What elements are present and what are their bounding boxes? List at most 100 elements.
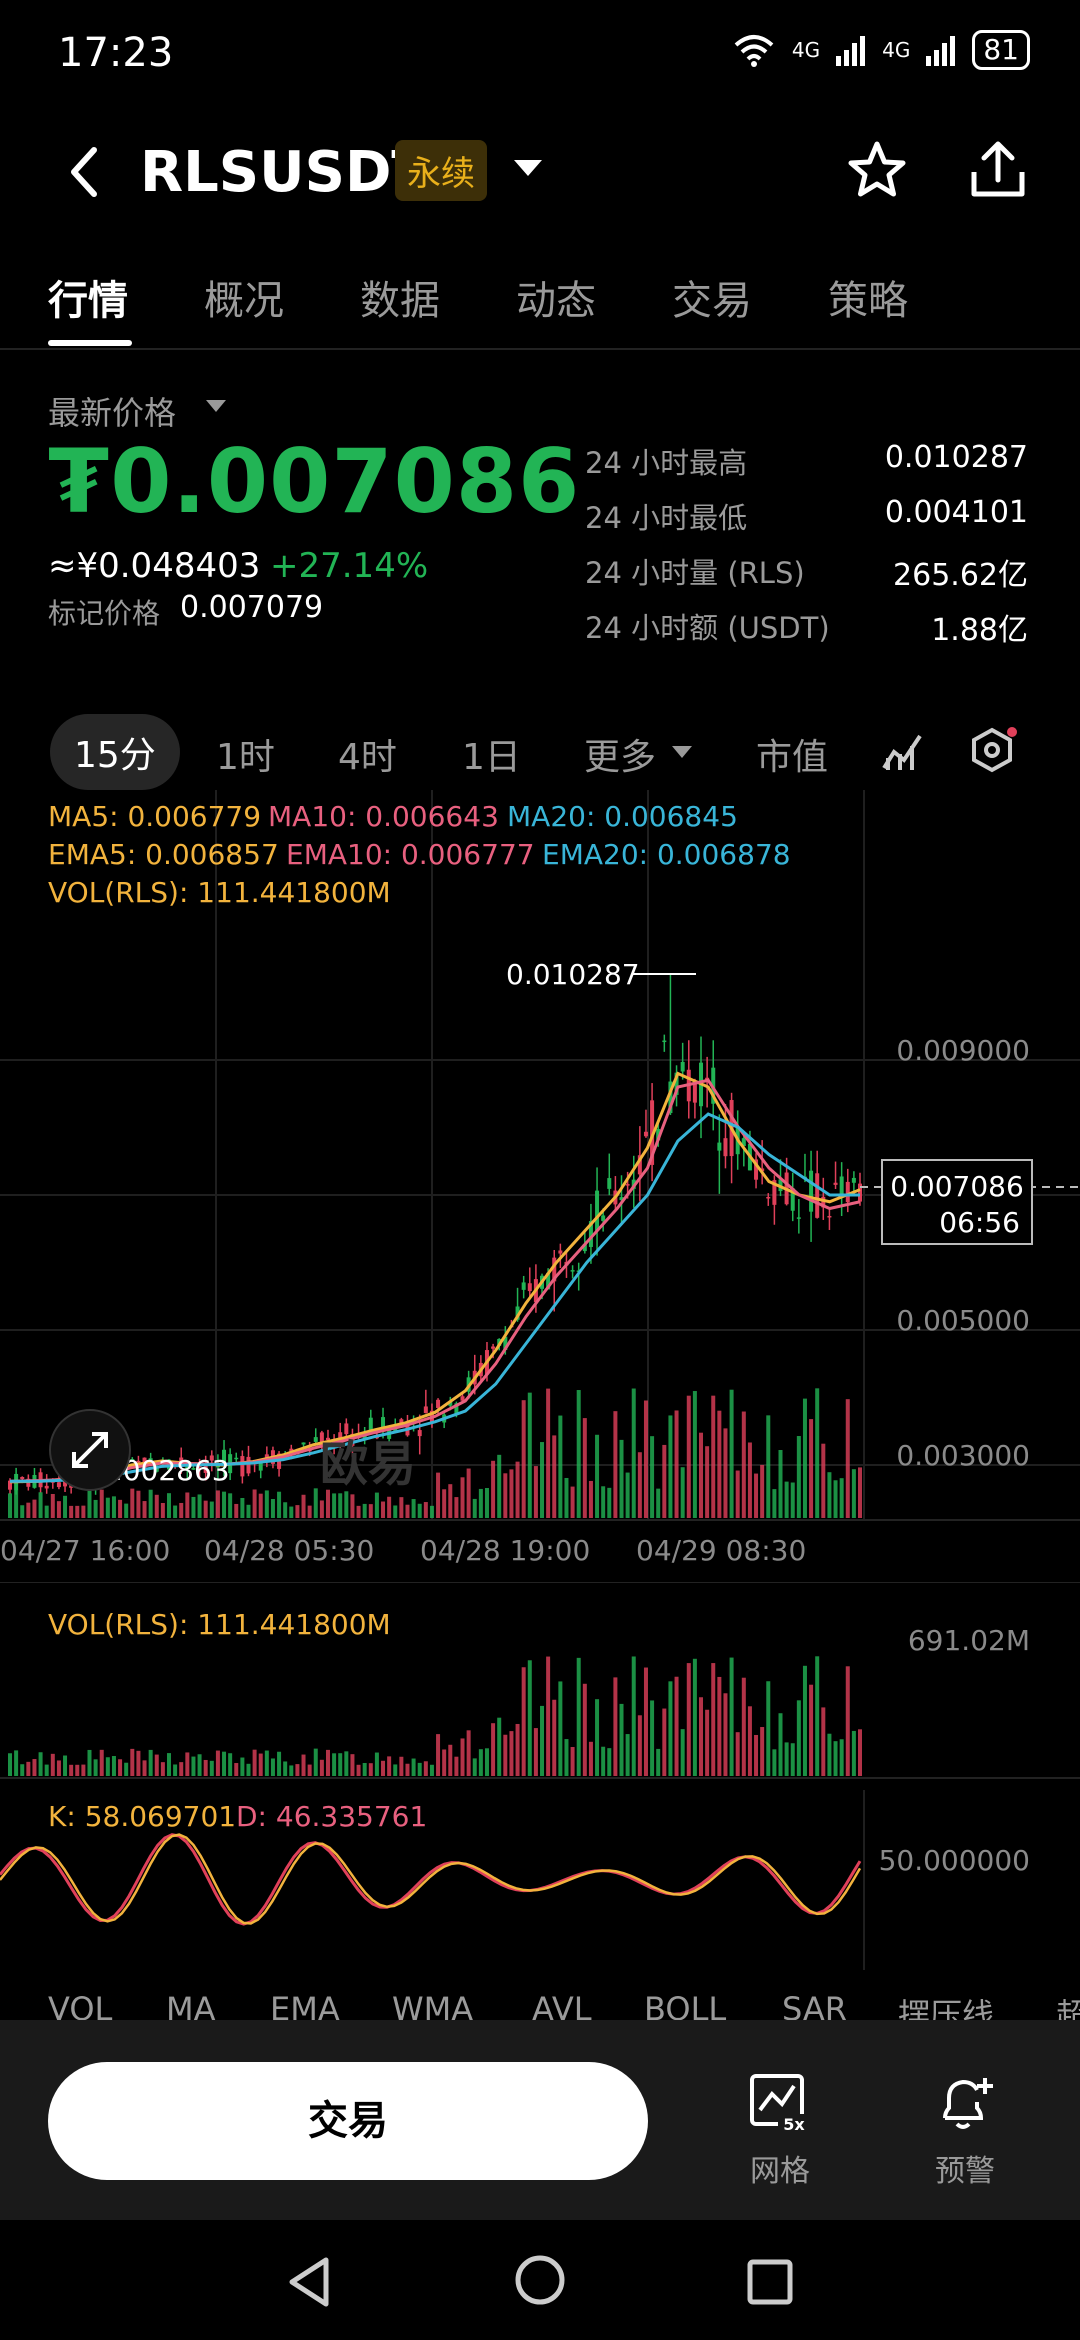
candle-body <box>570 1270 575 1272</box>
volume-bar <box>344 1491 349 1518</box>
kdj-panel[interactable]: K: 58.069701 D: 46.335761 50.000000 <box>0 1790 1080 1970</box>
candle-body <box>754 1159 759 1180</box>
indicator-tab-sar[interactable]: SAR <box>782 1990 848 2020</box>
candle-body <box>130 1459 135 1461</box>
more-caret-icon[interactable] <box>672 746 692 758</box>
volume-bar <box>209 1760 214 1776</box>
volume-bar <box>44 1764 49 1776</box>
interval-market-cap[interactable]: 市值 <box>756 737 829 778</box>
volume-bar <box>827 1472 832 1518</box>
interval-more[interactable]: 更多 <box>584 737 657 778</box>
grid-badge: 5x <box>783 2115 805 2134</box>
symbol-title[interactable]: RLSUSDT <box>140 140 430 205</box>
volume-bar <box>26 1502 31 1518</box>
indicator-tab-vol[interactable]: VOL <box>48 1990 113 2020</box>
volume-bar <box>607 1748 612 1776</box>
interval-4h[interactable]: 4时 <box>338 737 397 778</box>
volume-bar <box>460 1477 465 1518</box>
tab-news[interactable]: 动态 <box>516 278 596 324</box>
interval-1h[interactable]: 1时 <box>216 737 275 778</box>
volume-bar <box>717 1676 722 1776</box>
volume-bar <box>215 1750 220 1776</box>
nav-home-icon[interactable] <box>510 2250 570 2310</box>
symbol-dropdown-icon[interactable] <box>514 160 542 176</box>
nav-back-icon[interactable] <box>280 2252 340 2312</box>
volume-bar <box>833 1741 838 1776</box>
favorite-star-icon[interactable] <box>845 138 909 202</box>
volume-max-label: 691.02M <box>908 1624 1030 1657</box>
volume-bar <box>350 1494 355 1518</box>
indicator-tab-ema[interactable]: EMA <box>270 1990 340 2020</box>
volume-bar <box>338 1753 343 1776</box>
status-bar: 17:23 4G 4G 81 <box>0 0 1080 110</box>
volume-bar <box>99 1749 104 1776</box>
volume-bar <box>81 1764 86 1776</box>
latest-price-caret-icon[interactable] <box>206 400 226 412</box>
volume-bar <box>839 1739 844 1776</box>
candle-body <box>191 1468 196 1470</box>
interval-1d[interactable]: 1日 <box>462 737 521 778</box>
volume-label: VOL(RLS): 111.441800M <box>48 1608 391 1641</box>
tab-market[interactable]: 行情 <box>48 278 128 324</box>
volume-bar <box>491 1460 496 1518</box>
volume-bar <box>858 1467 862 1518</box>
tab-data[interactable]: 数据 <box>360 278 440 324</box>
volume-bar <box>14 1490 19 1518</box>
tab-overview[interactable]: 概况 <box>204 278 284 324</box>
share-icon[interactable] <box>966 138 1030 202</box>
chart-settings-icon[interactable] <box>970 726 1020 776</box>
candle-body <box>607 1178 612 1189</box>
indicator-tab-avl[interactable]: AVL <box>532 1990 592 2020</box>
indicator-tab-more[interactable]: 超 <box>1056 1996 1080 2020</box>
nav-recents-icon[interactable] <box>740 2252 800 2312</box>
tab-strategy[interactable]: 策略 <box>828 278 908 324</box>
trade-button[interactable]: 交易 <box>48 2062 648 2180</box>
volume-bar <box>26 1761 31 1776</box>
approx-cny-price: ≈¥0.048403 <box>48 546 261 586</box>
volume-bar <box>240 1497 245 1518</box>
volume-bar <box>686 1395 691 1518</box>
volume-bar <box>796 1436 801 1518</box>
expand-chart-button[interactable] <box>49 1409 131 1491</box>
alert-button[interactable]: 预警 <box>915 2072 1015 2190</box>
indicator-tab-pressure[interactable]: 摆压线 <box>898 1996 995 2020</box>
candle-body <box>772 1180 777 1205</box>
candle-body <box>154 1466 159 1472</box>
volume-bar <box>607 1487 612 1518</box>
volume-bar <box>851 1730 856 1776</box>
volume-bar <box>454 1756 459 1776</box>
volume-bar <box>136 1490 141 1518</box>
y-tick-label: 0.005000 <box>896 1304 1030 1337</box>
volume-bar <box>228 1753 233 1776</box>
system-nav-bar <box>0 2222 1080 2340</box>
candle-body <box>63 1479 68 1487</box>
candle-body <box>821 1196 826 1208</box>
price-chart[interactable]: 欧易 0.009000 0.005000 0.003000 04/27 16:0… <box>0 790 1080 1580</box>
volume-bar <box>643 1667 648 1776</box>
chart-style-icon[interactable] <box>880 728 924 772</box>
volume-bar <box>75 1764 80 1776</box>
volume-bar <box>741 1411 746 1518</box>
tab-trade[interactable]: 交易 <box>672 278 752 324</box>
volume-bar <box>845 1666 850 1776</box>
indicator-tab-wma[interactable]: WMA <box>392 1990 474 2020</box>
volume-bar <box>105 1757 110 1776</box>
volume-bar <box>417 1503 422 1518</box>
interval-15m[interactable]: 15分 <box>50 714 180 790</box>
latest-price-label[interactable]: 最新价格 <box>48 394 177 432</box>
volume-bar <box>527 1392 532 1518</box>
indicator-tab-ma[interactable]: MA <box>166 1990 216 2020</box>
volume-bar <box>234 1763 239 1776</box>
volume-bar <box>277 1491 282 1518</box>
candle-body <box>332 1444 337 1448</box>
volume-panel[interactable]: 691.02M VOL(RLS): 111.441800M <box>0 1582 1080 1782</box>
volume-bar <box>179 1762 184 1776</box>
back-arrow-icon[interactable] <box>60 142 110 202</box>
x-tick-label: 04/27 16:00 <box>0 1534 170 1567</box>
indicator-tab-boll[interactable]: BOLL <box>644 1990 727 2020</box>
volume-bar <box>668 1681 673 1776</box>
last-price: ₮0.007086 <box>48 430 581 533</box>
grid-button[interactable]: 5x 网格 <box>730 2072 830 2190</box>
mark-price-label: 标记价格 <box>48 597 161 630</box>
volume-bar <box>656 1488 661 1518</box>
